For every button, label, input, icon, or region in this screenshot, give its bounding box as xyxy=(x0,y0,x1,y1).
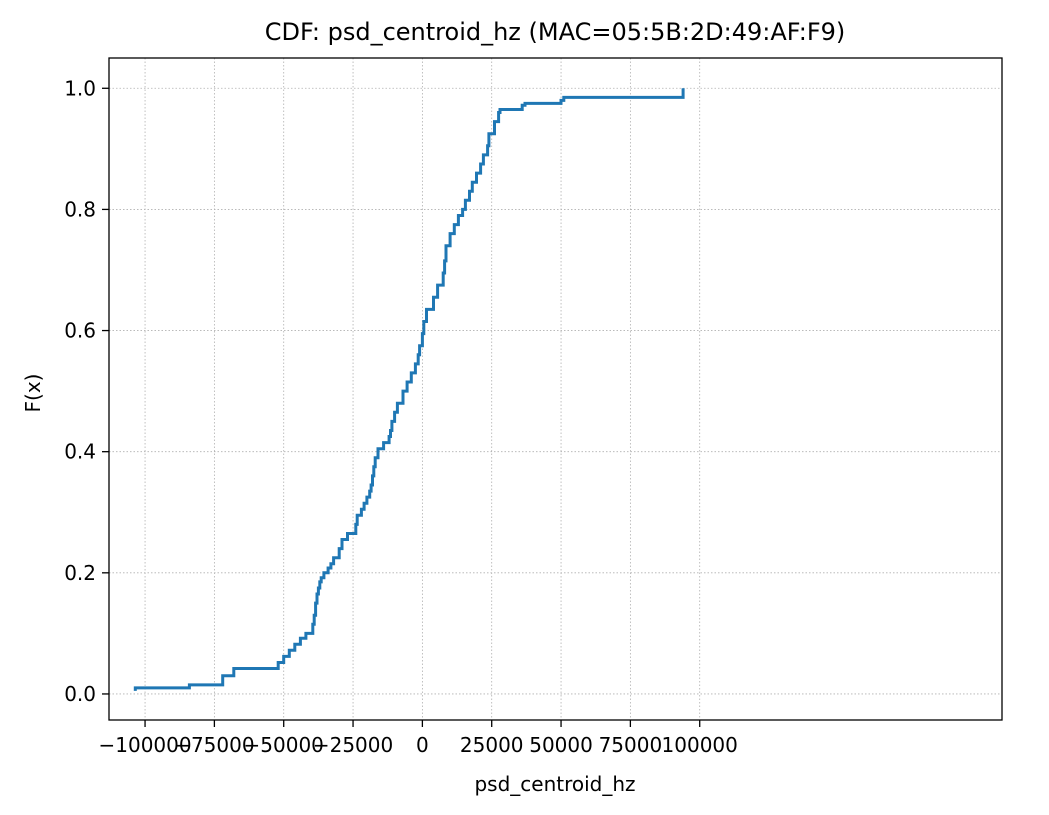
x-tick-label: −25000 xyxy=(313,733,393,757)
y-tick-label: 0.6 xyxy=(64,319,96,343)
x-axis-title: psd_centroid_hz xyxy=(474,772,635,796)
x-tick-label: 100000 xyxy=(662,733,738,757)
x-tick-label: 0 xyxy=(416,733,429,757)
x-tick-label: 75000 xyxy=(599,733,663,757)
y-tick-label: 1.0 xyxy=(64,76,96,100)
x-tick-label: −100000 xyxy=(98,733,191,757)
y-tick-label: 0.2 xyxy=(64,561,96,585)
y-tick-label: 0.0 xyxy=(64,682,96,706)
grid xyxy=(109,58,1002,720)
plot-frame xyxy=(108,57,1003,721)
x-tick-label: 25000 xyxy=(460,733,524,757)
y-tick-label: 0.8 xyxy=(64,197,96,221)
x-tick-label: 50000 xyxy=(529,733,593,757)
y-axis: 0.0 0.2 0.4 0.6 0.8 1.0 xyxy=(64,76,109,706)
x-axis: −100000−75000−50000−25000 0 25000 50000 7500… xyxy=(98,720,738,757)
y-tick-label: 0.4 xyxy=(64,440,96,464)
cdf-series-line xyxy=(133,88,685,691)
x-tick-label: −75000 xyxy=(174,733,254,757)
y-axis-title: F(x) xyxy=(21,374,45,413)
x-tick-label: −50000 xyxy=(244,733,324,757)
chart-title: CDF: psd_centroid_hz (MAC=05:5B:2D:49:AF… xyxy=(265,18,846,46)
